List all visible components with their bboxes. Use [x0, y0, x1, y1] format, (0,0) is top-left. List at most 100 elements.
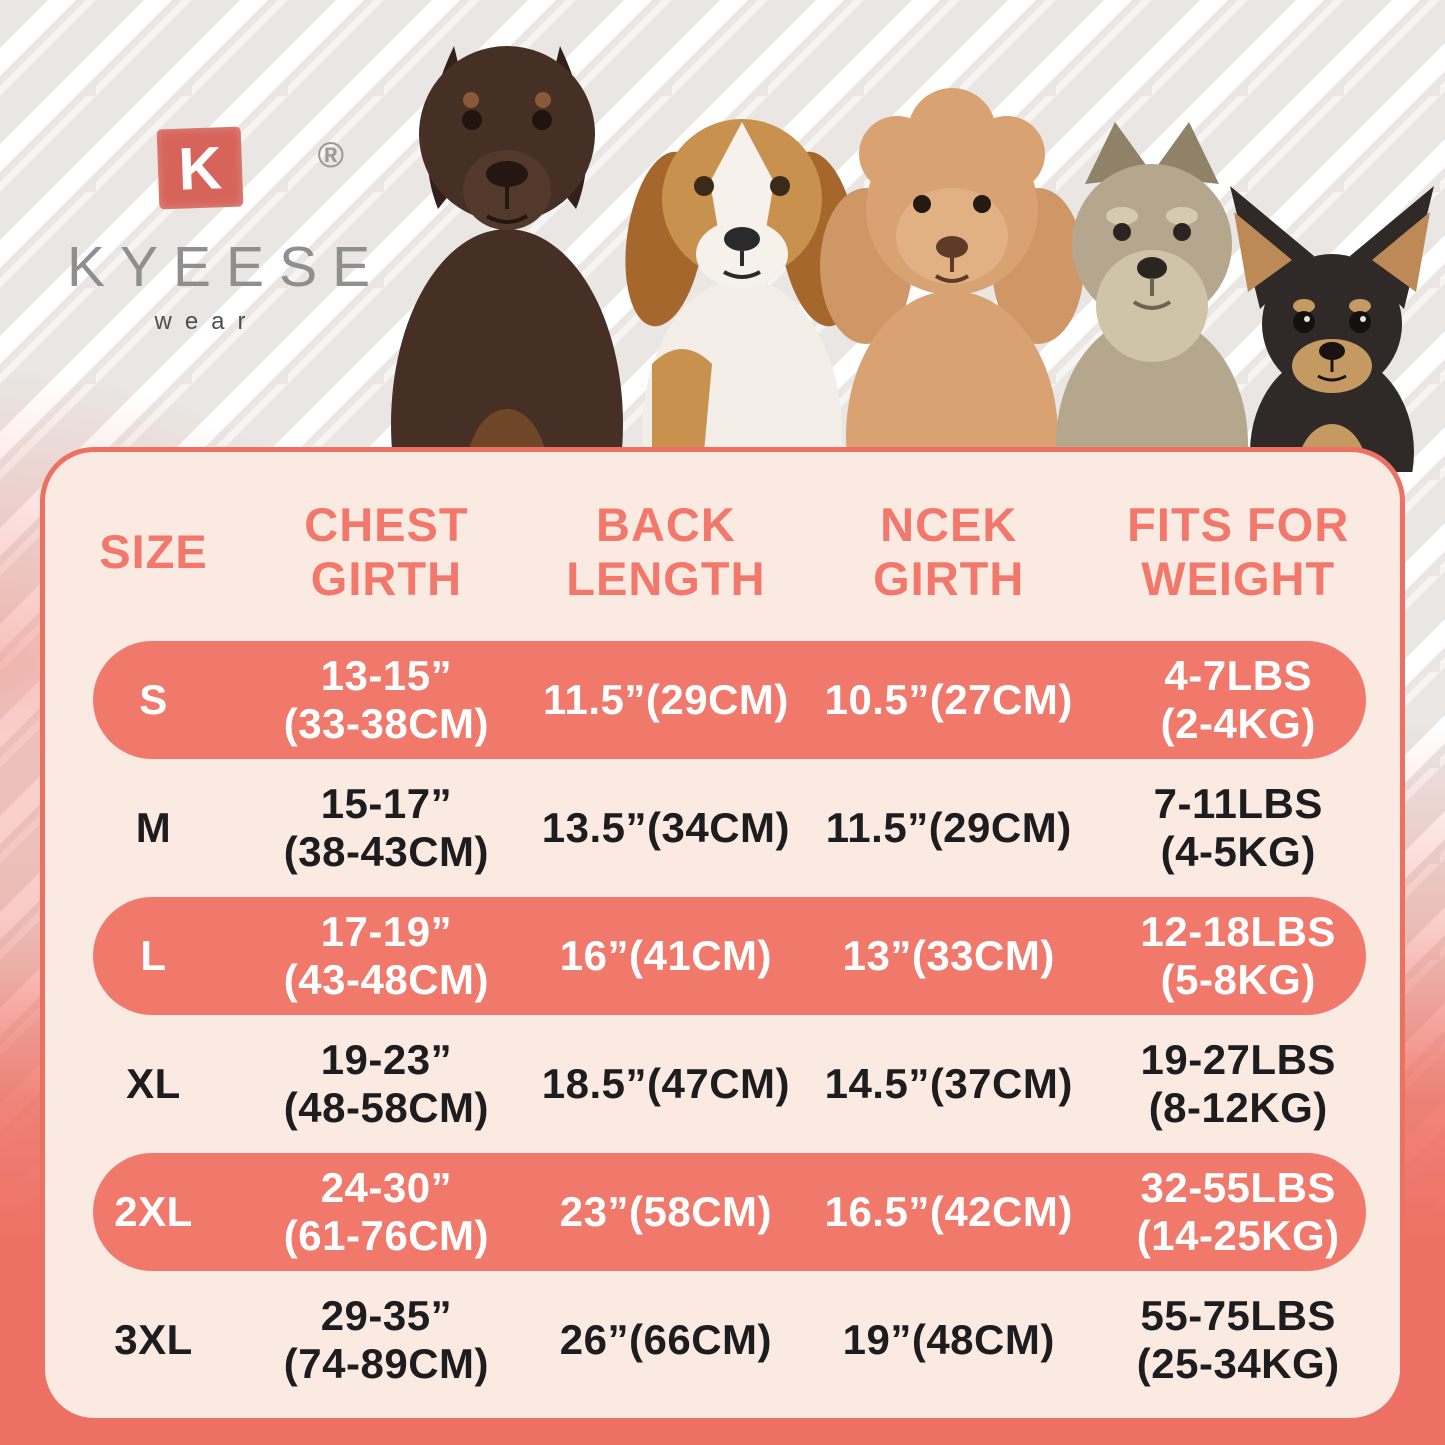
neck-girth-value: 14.5”(37CM) [824, 1059, 1073, 1107]
dog-chihuahua-illustration [1230, 186, 1434, 472]
column-header-neck-girth: NCEK GIRTH [809, 498, 1089, 606]
size-row-2xl: 2XL 24-30” (61-76CM) 23”(58CM) 16.5”(42C… [57, 1148, 1388, 1276]
registered-trademark-icon: ® [317, 134, 344, 175]
chest-girth-line-2: (48-58CM) [283, 1084, 490, 1131]
cell-neck-girth: 16.5”(42CM) [809, 1188, 1089, 1236]
dog-doberman-illustration [391, 46, 623, 472]
cell-chest-girth: 15-17” (38-43CM) [250, 780, 523, 877]
size-chart-card: SIZE CHEST GIRTH BACK LENGTH NCEK GIRTH … [40, 447, 1405, 1423]
neck-girth-value: 10.5”(27CM) [824, 675, 1073, 723]
header-line: CHEST [304, 497, 469, 551]
cell-neck-girth: 19”(48CM) [809, 1316, 1089, 1364]
chest-girth-line-1: 15-17” [320, 779, 453, 827]
column-header-fits-for-weight: FITS FOR WEIGHT [1088, 498, 1387, 606]
header-line: WEIGHT [1141, 552, 1336, 605]
back-length-value: 26”(66CM) [559, 1315, 773, 1363]
size-row-m: M 15-17” (38-43CM) 13.5”(34CM) 11.5”(29C… [57, 764, 1388, 892]
chest-girth-line-2: (74-89CM) [283, 1340, 490, 1387]
neck-girth-value: 11.5”(29CM) [825, 803, 1072, 851]
column-header-back-length: BACK LENGTH [523, 498, 809, 606]
back-length-value: 18.5”(47CM) [541, 1059, 791, 1107]
dogs-illustration [391, 46, 1434, 472]
cell-size: 3XL [57, 1316, 250, 1364]
weight-line-1: 55-75LBS [1140, 1291, 1336, 1339]
cell-fits-for-weight: 4-7LBS (2-4KG) [1088, 652, 1387, 749]
cell-chest-girth: 17-19” (43-48CM) [250, 908, 523, 1005]
brand-name: KYEESE [67, 235, 386, 299]
cell-neck-girth: 11.5”(29CM) [809, 804, 1089, 852]
cell-fits-for-weight: 7-11LBS (4-5KG) [1088, 780, 1387, 877]
chest-girth-line-1: 17-19” [320, 907, 453, 955]
column-header-chest-girth: CHEST GIRTH [250, 498, 523, 606]
chest-girth-line-1: 13-15” [320, 651, 453, 699]
weight-line-1: 4-7LBS [1164, 651, 1313, 699]
size-row-xl: XL 19-23” (48-58CM) 18.5”(47CM) 14.5”(37… [57, 1020, 1388, 1148]
cell-size: S [57, 676, 250, 724]
back-length-value: 16”(41CM) [559, 931, 773, 979]
size-chart-header-row: SIZE CHEST GIRTH BACK LENGTH NCEK GIRTH … [57, 468, 1388, 636]
cell-back-length: 23”(58CM) [523, 1188, 809, 1236]
neck-girth-value: 13”(33CM) [842, 931, 1055, 979]
cell-back-length: 18.5”(47CM) [523, 1060, 809, 1108]
cell-back-length: 26”(66CM) [523, 1316, 809, 1364]
chest-girth-line-2: (33-38CM) [283, 700, 490, 747]
header-line: GIRTH [873, 552, 1025, 605]
cell-back-length: 11.5”(29CM) [523, 676, 809, 724]
chest-girth-line-2: (61-76CM) [283, 1212, 490, 1259]
back-length-value: 13.5”(34CM) [541, 803, 791, 851]
weight-line-2: (14-25KG) [1136, 1212, 1340, 1259]
size-label: 2XL [114, 1187, 193, 1235]
brand-tagline: wear [154, 308, 259, 335]
column-header-size: SIZE [57, 525, 250, 579]
cell-fits-for-weight: 12-18LBS (5-8KG) [1088, 908, 1387, 1005]
header-line: GIRTH [310, 552, 463, 605]
cell-size: XL [57, 1060, 250, 1108]
cell-chest-girth: 29-35” (74-89CM) [250, 1292, 523, 1389]
chest-girth-line-1: 19-23” [320, 1035, 453, 1083]
weight-line-1: 19-27LBS [1140, 1035, 1336, 1083]
cell-size: L [57, 932, 250, 980]
header-line: LENGTH [566, 552, 766, 605]
neck-girth-value: 19”(48CM) [842, 1315, 1055, 1363]
brand-logo: K ® KYEESE wear [52, 126, 386, 336]
chest-girth-line-1: 24-30” [320, 1163, 453, 1211]
logo-letter: K [177, 133, 223, 203]
cell-fits-for-weight: 55-75LBS (25-34KG) [1088, 1292, 1387, 1389]
header-line: SIZE [99, 524, 208, 578]
weight-line-1: 32-55LBS [1140, 1163, 1336, 1211]
size-label: L [140, 931, 167, 979]
header-line: BACK [596, 497, 736, 551]
size-label: XL [126, 1059, 181, 1107]
weight-line-2: (8-12KG) [1148, 1084, 1328, 1131]
neck-girth-value: 16.5”(42CM) [824, 1187, 1073, 1235]
logo-k-mark: K [156, 126, 244, 210]
size-label: S [139, 675, 168, 723]
cell-back-length: 16”(41CM) [523, 932, 809, 980]
size-row-l: L 17-19” (43-48CM) 16”(41CM) 13”(33CM) 1… [57, 892, 1388, 1020]
chest-girth-line-2: (38-43CM) [283, 828, 490, 875]
dog-schnauzer-illustration [1056, 122, 1248, 472]
cell-neck-girth: 13”(33CM) [809, 932, 1089, 980]
cell-fits-for-weight: 32-55LBS (14-25KG) [1088, 1164, 1387, 1261]
size-row-s: S 13-15” (33-38CM) 11.5”(29CM) 10.5”(27C… [57, 636, 1388, 764]
size-row-3xl: 3XL 29-35” (74-89CM) 26”(66CM) 19”(48CM)… [57, 1276, 1388, 1404]
header-line: NCEK [880, 497, 1018, 551]
weight-line-2: (2-4KG) [1160, 700, 1316, 747]
weight-line-2: (4-5KG) [1160, 828, 1316, 875]
back-length-value: 23”(58CM) [559, 1187, 773, 1235]
cell-chest-girth: 24-30” (61-76CM) [250, 1164, 523, 1261]
cell-size: M [57, 804, 250, 852]
cell-chest-girth: 13-15” (33-38CM) [250, 652, 523, 749]
weight-line-2: (25-34KG) [1136, 1340, 1340, 1387]
back-length-value: 11.5”(29CM) [542, 675, 789, 723]
cell-neck-girth: 14.5”(37CM) [809, 1060, 1089, 1108]
chest-girth-line-1: 29-35” [320, 1291, 453, 1339]
weight-line-2: (5-8KG) [1160, 956, 1316, 1003]
weight-line-1: 7-11LBS [1153, 779, 1323, 827]
size-label: 3XL [114, 1315, 193, 1363]
chest-girth-line-2: (43-48CM) [283, 956, 490, 1003]
cell-chest-girth: 19-23” (48-58CM) [250, 1036, 523, 1133]
cell-fits-for-weight: 19-27LBS (8-12KG) [1088, 1036, 1387, 1133]
cell-size: 2XL [57, 1188, 250, 1236]
